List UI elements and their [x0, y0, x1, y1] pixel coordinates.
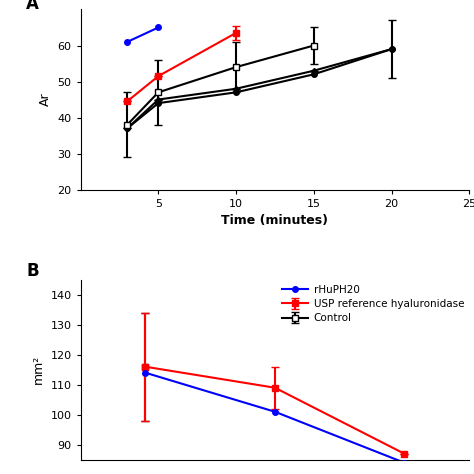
rHuPH20	[272, 409, 278, 415]
Line: rHuPH20: rHuPH20	[143, 370, 407, 465]
rHuPH20	[143, 370, 148, 375]
Text: A: A	[26, 0, 39, 13]
Legend: rHuPH20, USP reference hyaluronidase, Control: rHuPH20, USP reference hyaluronidase, Co…	[283, 285, 464, 323]
Text: B: B	[26, 262, 39, 280]
Y-axis label: mm²: mm²	[32, 355, 45, 384]
X-axis label: Time (minutes): Time (minutes)	[221, 214, 328, 227]
Y-axis label: Ar: Ar	[39, 93, 52, 106]
rHuPH20	[401, 460, 407, 465]
